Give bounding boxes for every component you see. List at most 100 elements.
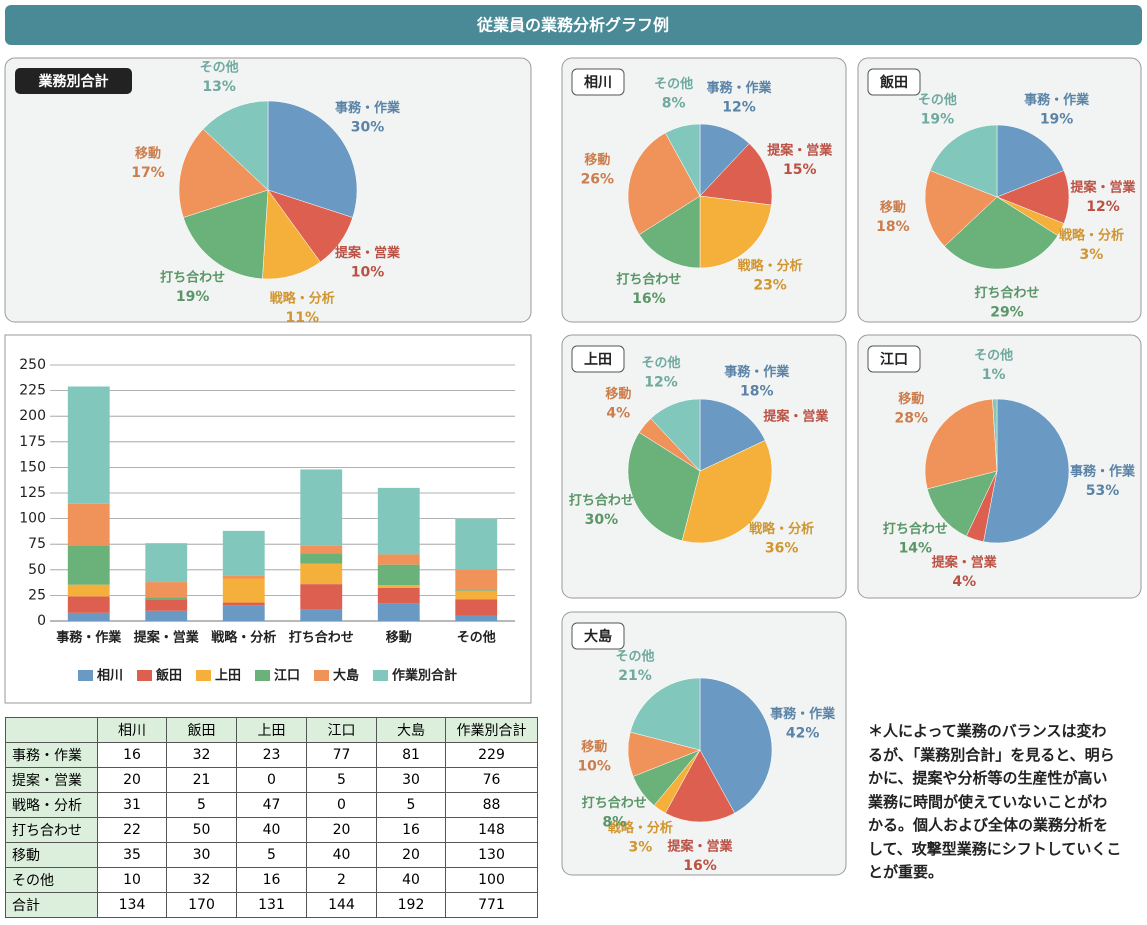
slice-label: 打ち合わせ [569,493,634,509]
slice-value: 11% [286,310,320,326]
table-cell: 5 [376,792,446,818]
bar-segment [300,545,343,554]
bar-segment [455,599,498,616]
slice-value: 3% [629,840,653,856]
slice-value: 12% [722,99,756,115]
slice-value: 36% [765,541,799,557]
table-cell: 32 [166,867,237,893]
slice-label: 戦略・分析 [738,258,803,274]
table-cell: 10 [97,867,167,893]
table-row: 提案・営業 20 21 0 5 30 76 [5,767,538,793]
bar-segment [377,587,420,604]
slice-label: その他 [974,348,1013,364]
header-title: 従業員の業務分析グラフ例 [476,16,669,35]
table-row: 合計 134 170 131 144 192 771 [5,892,538,918]
pie-slice [699,398,766,472]
column-header: 大島 [376,717,446,743]
table-cell: 40 [236,817,307,843]
slice-value: 19% [921,111,955,127]
slice-label: その他 [616,649,655,665]
legend-swatch [196,670,211,681]
slice-label: 移動 [898,391,924,407]
title-badge [15,68,132,94]
slice-label: 事務・作業 [770,706,836,722]
table-cell: 76 [445,767,538,793]
slice-value: 19% [1040,111,1074,127]
table-cell: 130 [445,842,538,868]
table-cell: 5 [166,792,237,818]
note-line: 業務に時間が使えていないことがわ [868,792,1108,811]
table-cell: 134 [97,892,167,918]
bar-segment [300,609,343,621]
slice-label: 移動 [581,739,607,755]
table-cell: 31 [97,792,167,818]
slice-value: 15% [783,162,817,178]
table-row: その他 10 32 16 2 40 100 [5,867,538,893]
chart-title: 上田 [584,352,612,368]
pie-slice [267,100,358,218]
bar-segment [455,591,498,600]
title-badge [571,68,625,96]
pie-slice [629,677,701,751]
y-tick-label: 0 [37,613,46,629]
pie-slice [929,124,998,198]
slice-label: 事務・作業 [335,100,401,116]
slice-label: 事務・作業 [1070,463,1136,479]
y-tick-label: 225 [19,383,46,399]
y-tick-label: 50 [28,562,46,578]
pie-slice [681,440,773,544]
table-row: 事務・作業 16 32 23 77 81 229 [5,742,538,768]
slice-value: 18% [740,384,774,400]
slice-label: その他 [641,355,680,371]
bar-segment [300,553,343,564]
row-label: 提案・営業 [5,767,98,793]
column-header: 作業別合計 [445,717,538,743]
bar-segment [67,596,110,613]
bar-segment [377,564,420,586]
bar-segment [145,582,188,598]
bar-segment [67,612,110,621]
table-cell: 5 [306,767,377,793]
slice-value: 18% [876,219,910,235]
y-tick-label: 175 [19,434,46,450]
slice-label: 戦略・分析 [270,291,335,307]
pie-slice [627,432,701,542]
slice-label: 移動 [584,152,610,168]
slice-label: 事務・作業 [724,364,790,380]
bar-segment [300,584,343,610]
slice-label: その他 [918,92,957,108]
slice-value: 16% [683,858,717,874]
slice-value: 13% [202,79,236,95]
table-cell: 77 [306,742,377,768]
bar-segment [222,575,265,579]
bar-segment [455,590,498,592]
table-cell: 20 [306,817,377,843]
table-cell: 22 [97,817,167,843]
slice-value: 23% [753,278,787,294]
bar-segment [222,530,265,576]
slice-value: 21% [618,668,652,684]
pie-slice [178,128,269,218]
row-label: 打ち合わせ [5,817,98,843]
slice-value: 28% [894,411,928,427]
table-cell: 40 [306,842,377,868]
slice-value: 3% [1080,247,1104,263]
bar-segment [455,518,498,570]
table-cell: 170 [166,892,237,918]
table-cell: 131 [236,892,307,918]
table-header-row: 相川 飯田 上田 江口 大島 作業別合計 [5,717,538,743]
slice-label: 打ち合わせ [582,795,647,811]
bar-segment [222,578,265,603]
y-tick-label: 250 [19,357,46,373]
data-table: 相川 飯田 上田 江口 大島 作業別合計 事務・作業 16 32 23 77 81 229 提案・営業 20… [5,717,538,918]
legend-label: 江口 [274,668,300,684]
slice-label: その他 [654,76,693,92]
table-cell: 47 [236,792,307,818]
table-cell: 30 [376,767,446,793]
table-cell: 16 [236,867,307,893]
bar-segment [145,600,188,611]
bar-segment [455,615,498,621]
row-label: 合計 [5,892,98,918]
slice-label: 提案・営業 [335,245,401,261]
pie-slice [924,170,998,247]
